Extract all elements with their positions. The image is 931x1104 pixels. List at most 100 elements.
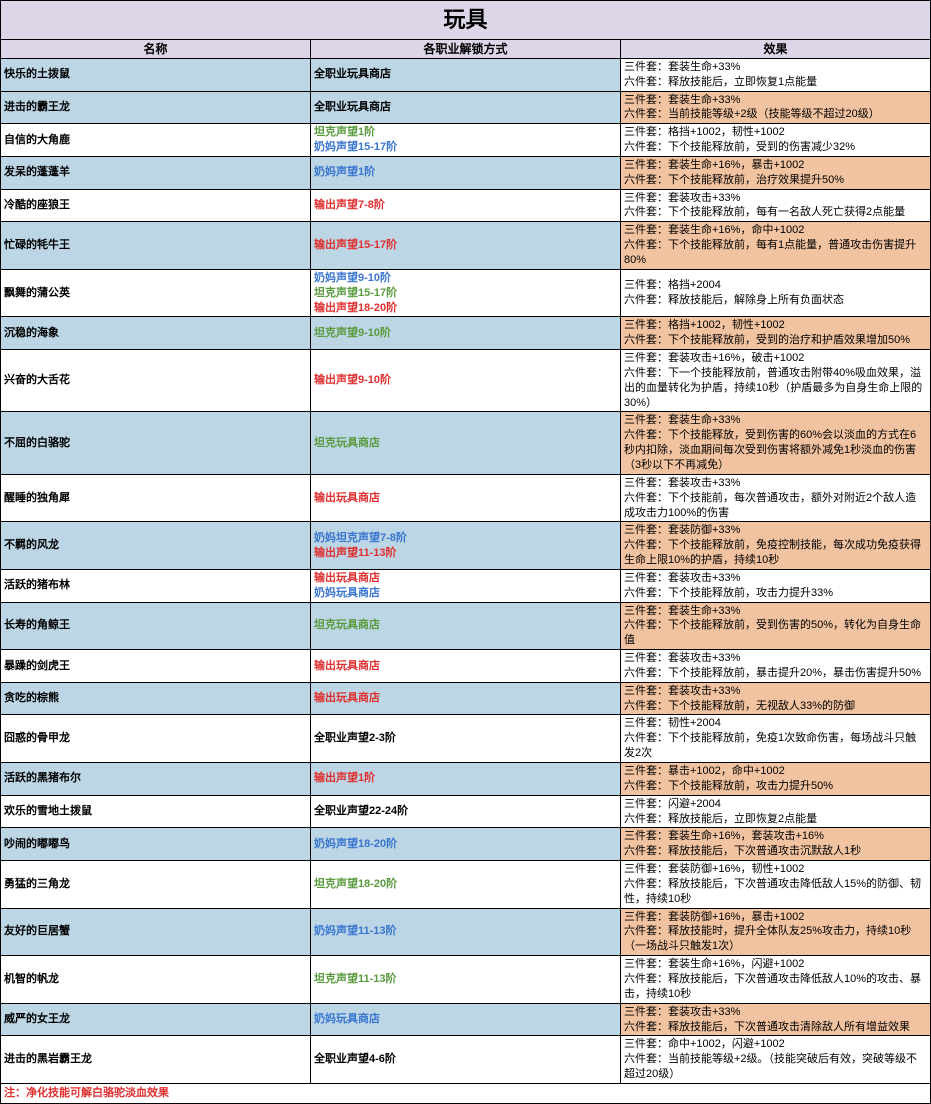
cell-effect: 三件套：套装生命+16%，命中+1002六件套：下个技能释放前，每有1点能量，普…: [621, 222, 931, 270]
cell-name: 欢乐的雪地土拨鼠: [1, 795, 311, 828]
cell-effect: 三件套：套装生命+33%六件套：当前技能等级+2级（技能等级不超过20级）: [621, 91, 931, 124]
cell-unlock: 奶妈坦克声望7-8阶输出声望11-13阶: [311, 522, 621, 570]
cell-effect: 三件套：套装攻击+16%，破击+1002六件套：下一个技能释放前，普通攻击附带4…: [621, 350, 931, 412]
cell-unlock: 输出声望7-8阶: [311, 189, 621, 222]
cell-unlock: 输出声望9-10阶: [311, 350, 621, 412]
cell-name: 兴奋的大舌花: [1, 350, 311, 412]
table-row: 快乐的土拨鼠全职业玩具商店三件套：套装生命+33%六件套：释放技能后，立即恢复1…: [1, 58, 931, 91]
table-row: 自信的大角鹿坦克声望1阶奶妈声望15-17阶三件套：格挡+1002，韧性+100…: [1, 124, 931, 157]
cell-name: 贪吃的棕熊: [1, 682, 311, 715]
table-row: 威严的女王龙奶妈玩具商店三件套：套装攻击+33%六件套：释放技能后，下次普通攻击…: [1, 1003, 931, 1036]
cell-unlock: 输出声望1阶: [311, 763, 621, 796]
cell-unlock: 奶妈玩具商店: [311, 1003, 621, 1036]
cell-name: 活跃的猪布林: [1, 569, 311, 602]
toy-table: 玩具 名称 各职业解锁方式 效果 快乐的土拨鼠全职业玩具商店三件套：套装生命+3…: [0, 0, 931, 1104]
cell-unlock: 全职业声望2-3阶: [311, 715, 621, 763]
cell-name: 不羁的风龙: [1, 522, 311, 570]
cell-unlock: 输出玩具商店奶妈玩具商店: [311, 569, 621, 602]
cell-effect: 三件套：套装生命+33%六件套：下个技能释放，受到伤害的60%会以淡血的方式在6…: [621, 412, 931, 474]
table-row: 活跃的猪布林输出玩具商店奶妈玩具商店三件套：套装攻击+33%六件套：下个技能释放…: [1, 569, 931, 602]
header-unlock: 各职业解锁方式: [311, 39, 621, 58]
table-row: 勇猛的三角龙坦克声望18-20阶三件套：套装防御+16%，韧性+1002六件套：…: [1, 861, 931, 909]
cell-unlock: 全职业声望22-24阶: [311, 795, 621, 828]
cell-effect: 三件套：格挡+1002，韧性+1002六件套：下个技能释放前，受到的伤害减少32…: [621, 124, 931, 157]
cell-unlock: 奶妈声望1阶: [311, 156, 621, 189]
table-row: 暴躁的剑虎王输出玩具商店三件套：套装攻击+33%六件套：下个技能释放前，暴击提升…: [1, 650, 931, 683]
cell-name: 忙碌的牦牛王: [1, 222, 311, 270]
cell-unlock: 输出玩具商店: [311, 474, 621, 522]
cell-effect: 三件套：套装生命+33%六件套：下个技能释放前，受到伤害的50%，转化为自身生命…: [621, 602, 931, 650]
cell-effect: 三件套：命中+1002，闪避+1002六件套：当前技能等级+2级。（技能突破后有…: [621, 1036, 931, 1084]
cell-effect: 三件套：格挡+1002，韧性+1002六件套：下个技能释放前，受到的治疗和护盾效…: [621, 317, 931, 350]
table-row: 机智的帆龙坦克声望11-13阶三件套：套装生命+16%，闪避+1002六件套：释…: [1, 956, 931, 1004]
cell-effect: 三件套：套装防御+33%六件套：下个技能释放前，免疫控制技能，每次成功免疫获得生…: [621, 522, 931, 570]
cell-unlock: 坦克玩具商店: [311, 412, 621, 474]
cell-effect: 三件套：套装攻击+33%六件套：下个技能释放前，攻击力提升33%: [621, 569, 931, 602]
cell-effect: 三件套：套装攻击+33%六件套：下个技能释放前，无视敌人33%的防御: [621, 682, 931, 715]
cell-name: 威严的女王龙: [1, 1003, 311, 1036]
cell-unlock: 全职业玩具商店: [311, 58, 621, 91]
cell-name: 机智的帆龙: [1, 956, 311, 1004]
cell-effect: 三件套：套装攻击+33%六件套：下个技能释放前，每有一名敌人死亡获得2点能量: [621, 189, 931, 222]
cell-effect: 三件套：套装攻击+33%六件套：下个技能前，每次普通攻击，额外对附近2个敌人造成…: [621, 474, 931, 522]
cell-effect: 三件套：套装攻击+33%六件套：释放技能后，下次普通攻击清除敌人所有增益效果: [621, 1003, 931, 1036]
cell-effect: 三件套：套装防御+16%，韧性+1002六件套：释放技能后，下次普通攻击降低敌人…: [621, 861, 931, 909]
cell-name: 快乐的土拨鼠: [1, 58, 311, 91]
table-row: 囧惑的骨甲龙全职业声望2-3阶三件套：韧性+2004六件套：下个技能释放前，免疫…: [1, 715, 931, 763]
cell-effect: 三件套：韧性+2004六件套：下个技能释放前，免疫1次致命伤害，每场战斗只触发2…: [621, 715, 931, 763]
header-name: 名称: [1, 39, 311, 58]
table-title: 玩具: [1, 1, 931, 40]
cell-name: 友好的巨居蟹: [1, 908, 311, 956]
table-row: 兴奋的大舌花输出声望9-10阶三件套：套装攻击+16%，破击+1002六件套：下…: [1, 350, 931, 412]
cell-unlock: 坦克声望18-20阶: [311, 861, 621, 909]
footer-note: 注：净化技能可解白骆驼淡血效果: [1, 1083, 931, 1103]
cell-name: 长寿的角鲸王: [1, 602, 311, 650]
table-row: 醒睡的独角犀输出玩具商店三件套：套装攻击+33%六件套：下个技能前，每次普通攻击…: [1, 474, 931, 522]
table-row: 吵闹的嘟嘟鸟奶妈声望18-20阶三件套：套装生命+16%，套装攻击+16%六件套…: [1, 828, 931, 861]
cell-effect: 三件套：套装生命+16%，套装攻击+16%六件套：释放技能后，下次普通攻击沉默敌…: [621, 828, 931, 861]
cell-unlock: 全职业玩具商店: [311, 91, 621, 124]
cell-name: 沉稳的海象: [1, 317, 311, 350]
table-row: 飘舞的蒲公英奶妈声望9-10阶坦克声望15-17阶输出声望18-20阶三件套：格…: [1, 269, 931, 317]
cell-name: 自信的大角鹿: [1, 124, 311, 157]
table-row: 沉稳的海象坦克声望9-10阶三件套：格挡+1002，韧性+1002六件套：下个技…: [1, 317, 931, 350]
cell-effect: 三件套：套装生命+33%六件套：释放技能后，立即恢复1点能量: [621, 58, 931, 91]
cell-name: 冷酷的座狼王: [1, 189, 311, 222]
cell-name: 暴躁的剑虎王: [1, 650, 311, 683]
cell-unlock: 输出声望15-17阶: [311, 222, 621, 270]
cell-unlock: 坦克玩具商店: [311, 602, 621, 650]
table-row: 不屈的白骆驼坦克玩具商店三件套：套装生命+33%六件套：下个技能释放，受到伤害的…: [1, 412, 931, 474]
cell-name: 飘舞的蒲公英: [1, 269, 311, 317]
table-row: 发呆的蓬蓬羊奶妈声望1阶三件套：套装生命+16%，暴击+1002六件套：下个技能…: [1, 156, 931, 189]
cell-effect: 三件套：格挡+2004六件套：释放技能后，解除身上所有负面状态: [621, 269, 931, 317]
cell-unlock: 坦克声望9-10阶: [311, 317, 621, 350]
table-row: 进击的黑岩霸王龙全职业声望4-6阶三件套：命中+1002，闪避+1002六件套：…: [1, 1036, 931, 1084]
cell-name: 发呆的蓬蓬羊: [1, 156, 311, 189]
table-row: 忙碌的牦牛王输出声望15-17阶三件套：套装生命+16%，命中+1002六件套：…: [1, 222, 931, 270]
cell-effect: 三件套：套装生命+16%，闪避+1002六件套：释放技能后，下次普通攻击降低敌人…: [621, 956, 931, 1004]
cell-unlock: 全职业声望4-6阶: [311, 1036, 621, 1084]
cell-effect: 三件套：闪避+2004六件套：释放技能后，立即恢复2点能量: [621, 795, 931, 828]
cell-name: 勇猛的三角龙: [1, 861, 311, 909]
table-row: 不羁的风龙奶妈坦克声望7-8阶输出声望11-13阶三件套：套装防御+33%六件套…: [1, 522, 931, 570]
cell-effect: 三件套：套装防御+16%，暴击+1002六件套：释放技能时，提升全体队友25%攻…: [621, 908, 931, 956]
cell-unlock: 奶妈声望11-13阶: [311, 908, 621, 956]
table-row: 冷酷的座狼王输出声望7-8阶三件套：套装攻击+33%六件套：下个技能释放前，每有…: [1, 189, 931, 222]
cell-name: 吵闹的嘟嘟鸟: [1, 828, 311, 861]
cell-effect: 三件套：暴击+1002，命中+1002六件套：下个技能释放前，攻击力提升50%: [621, 763, 931, 796]
cell-name: 活跃的黑猪布尔: [1, 763, 311, 796]
cell-unlock: 输出玩具商店: [311, 650, 621, 683]
cell-name: 不屈的白骆驼: [1, 412, 311, 474]
cell-effect: 三件套：套装生命+16%，暴击+1002六件套：下个技能释放前，治疗效果提升50…: [621, 156, 931, 189]
cell-effect: 三件套：套装攻击+33%六件套：下个技能释放前，暴击提升20%，暴击伤害提升50…: [621, 650, 931, 683]
table-row: 贪吃的棕熊输出玩具商店三件套：套装攻击+33%六件套：下个技能释放前，无视敌人3…: [1, 682, 931, 715]
cell-unlock: 坦克声望1阶奶妈声望15-17阶: [311, 124, 621, 157]
cell-unlock: 奶妈声望18-20阶: [311, 828, 621, 861]
table-row: 欢乐的雪地土拨鼠全职业声望22-24阶三件套：闪避+2004六件套：释放技能后，…: [1, 795, 931, 828]
table-row: 友好的巨居蟹奶妈声望11-13阶三件套：套装防御+16%，暴击+1002六件套：…: [1, 908, 931, 956]
table-row: 长寿的角鲸王坦克玩具商店三件套：套装生命+33%六件套：下个技能释放前，受到伤害…: [1, 602, 931, 650]
cell-name: 进击的黑岩霸王龙: [1, 1036, 311, 1084]
cell-name: 囧惑的骨甲龙: [1, 715, 311, 763]
header-effect: 效果: [621, 39, 931, 58]
table-row: 活跃的黑猪布尔输出声望1阶三件套：暴击+1002，命中+1002六件套：下个技能…: [1, 763, 931, 796]
